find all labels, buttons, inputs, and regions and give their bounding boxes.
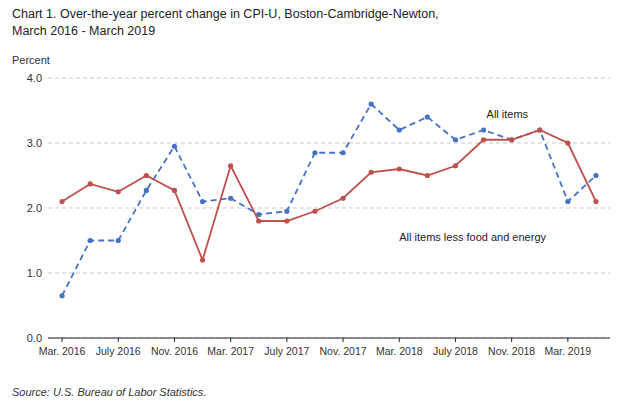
point [228, 196, 233, 201]
x-tick-label: July 2016 [96, 345, 141, 357]
grid-line [48, 78, 610, 79]
x-tick-label: Mar. 2018 [376, 345, 423, 357]
point [593, 199, 598, 204]
y-tick-label: 3.0 [27, 137, 42, 149]
point [425, 114, 430, 119]
y-tick-label: 0.0 [27, 332, 42, 344]
point [144, 188, 149, 193]
point [369, 101, 374, 106]
point [453, 163, 458, 168]
x-tick-label: Nov. 2018 [488, 345, 535, 357]
point [256, 218, 261, 223]
point [481, 137, 486, 142]
series-label: All items [487, 108, 529, 120]
point [509, 137, 514, 142]
point [340, 150, 345, 155]
x-tick-label: Mar. 2019 [544, 345, 591, 357]
point [59, 293, 64, 298]
grid-line [48, 273, 610, 274]
point [59, 199, 64, 204]
point [116, 189, 121, 194]
point [565, 199, 570, 204]
x-tick-label: July 2017 [264, 345, 309, 357]
point [397, 166, 402, 171]
point [481, 127, 486, 132]
series-line [62, 130, 596, 260]
y-tick-label: 1.0 [27, 267, 42, 279]
point [537, 127, 542, 132]
x-tick [230, 338, 231, 342]
x-tick [343, 338, 344, 342]
grid-line [48, 143, 610, 144]
grid [48, 78, 610, 338]
x-tick [118, 338, 119, 342]
x-tick-label: Nov. 2017 [320, 345, 367, 357]
point [593, 173, 598, 178]
point [284, 209, 289, 214]
point [172, 188, 177, 193]
point [200, 257, 205, 262]
chart: Chart 1. Over-the-year percent change in… [0, 0, 627, 408]
point [537, 127, 542, 132]
point [88, 238, 93, 243]
point [200, 199, 205, 204]
y-axis-label: Percent [12, 54, 50, 66]
subtitle: March 2016 - March 2019 [12, 24, 155, 38]
point [312, 150, 317, 155]
x-axis-line [48, 338, 610, 339]
series-label: All items less food and energy [399, 231, 546, 243]
point [453, 137, 458, 142]
x-tick [511, 338, 512, 342]
x-tick-label: Mar. 2016 [39, 345, 86, 357]
x-tick [567, 338, 568, 342]
point [228, 163, 233, 168]
point [509, 137, 514, 142]
point [312, 209, 317, 214]
x-tick [286, 338, 287, 342]
x-tick-label: Nov. 2016 [151, 345, 198, 357]
x-tick [174, 338, 175, 342]
point [425, 173, 430, 178]
x-tick [399, 338, 400, 342]
x-tick [62, 338, 63, 342]
point [397, 127, 402, 132]
grid-line [48, 208, 610, 209]
point [88, 181, 93, 186]
title: Chart 1. Over-the-year percent change in… [12, 7, 439, 21]
x-tick-label: Mar. 2017 [207, 345, 254, 357]
plot-area [59, 101, 598, 298]
x-tick [455, 338, 456, 342]
point [172, 144, 177, 149]
point [116, 238, 121, 243]
y-tick-label: 2.0 [27, 202, 42, 214]
source: Source: U.S. Bureau of Labor Statistics. [12, 386, 206, 398]
point [369, 170, 374, 175]
grid-line [48, 338, 610, 339]
x-tick-label: July 2018 [433, 345, 478, 357]
point [284, 218, 289, 223]
y-tick-label: 4.0 [27, 72, 42, 84]
series-line [62, 104, 596, 296]
point [565, 140, 570, 145]
point [340, 196, 345, 201]
point [144, 173, 149, 178]
